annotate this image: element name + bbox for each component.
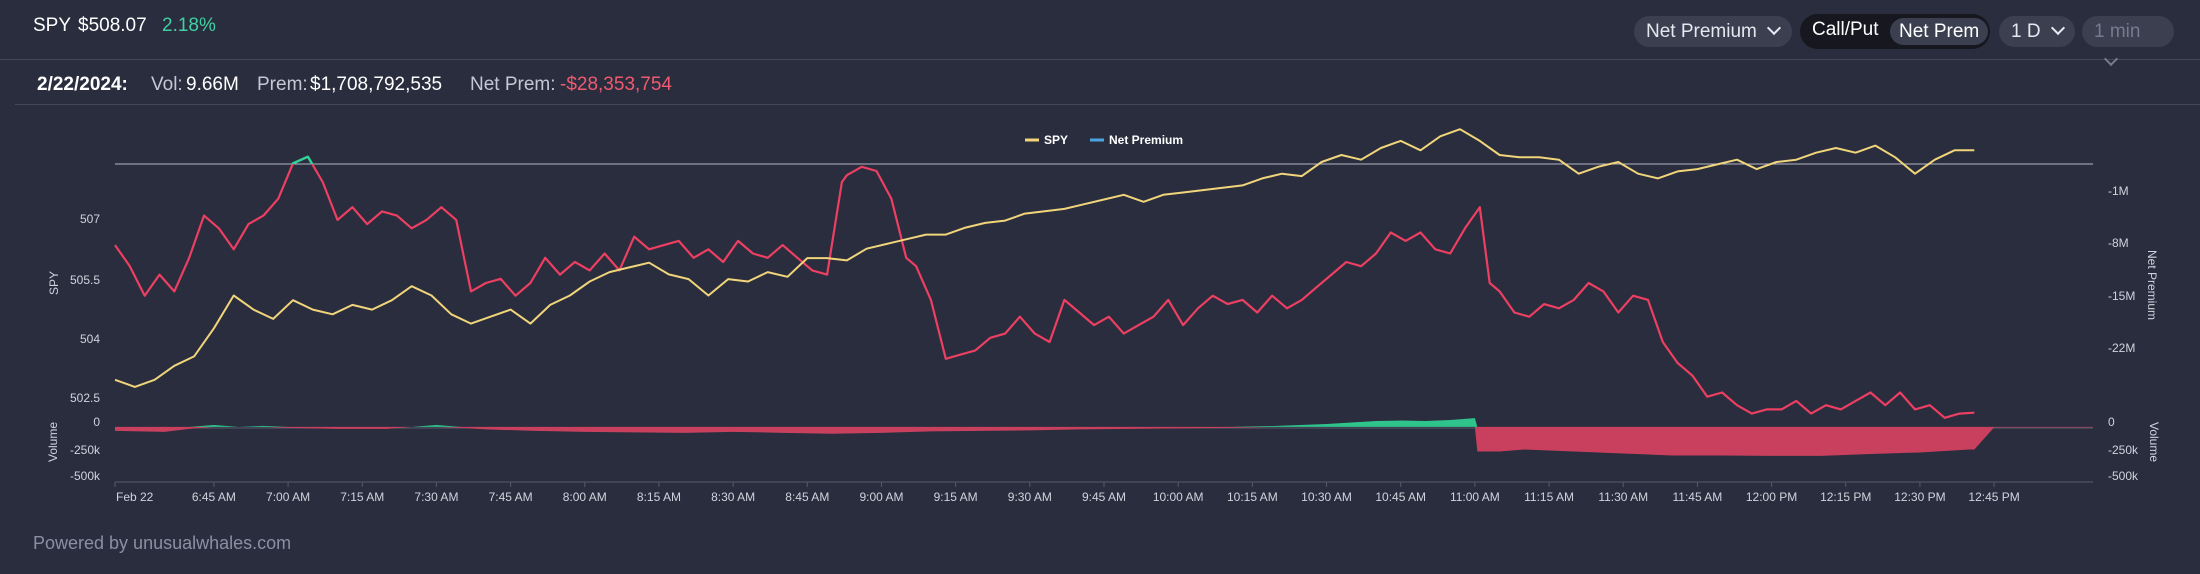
x-tick-label: 10:30 AM <box>1301 490 1352 504</box>
x-tick-label: 11:00 AM <box>1450 490 1500 504</box>
x-tick-label: 9:30 AM <box>1008 490 1052 504</box>
x-tick-label: 7:30 AM <box>414 490 458 504</box>
ticker-symbol: SPY <box>33 15 72 36</box>
x-tick-label: 10:00 AM <box>1153 490 1204 504</box>
volume-right-tick-label: -250k <box>2108 443 2139 457</box>
chart-lines <box>114 128 1975 419</box>
x-tick-label: Feb 22 <box>116 490 154 504</box>
ticker-price: $508.07 <box>78 15 147 36</box>
spy-axis-label: SPY <box>47 271 61 295</box>
net-premium-tick-label: -8M <box>2108 236 2129 250</box>
x-tick-label: 8:45 AM <box>785 490 829 504</box>
volume-label: Vol: <box>151 74 183 95</box>
chart-legend: SPY Net Premium <box>1025 133 1183 147</box>
net-premium-tick-label: -1M <box>2108 184 2129 198</box>
legend-label-1[interactable]: Net Premium <box>1109 133 1183 147</box>
net-premium-label: Net Prem: <box>470 74 556 95</box>
x-tick-label: 7:45 AM <box>489 490 533 504</box>
toggle-net-prem[interactable]: Net Prem <box>1890 18 1989 45</box>
premium-label: Prem: <box>257 74 308 95</box>
metric-select-label: Net Premium <box>1646 21 1757 42</box>
net-premium-tick-label: -22M <box>2108 341 2135 355</box>
x-tick-label: 12:15 PM <box>1820 490 1871 504</box>
volume-right-axis-label: Volume <box>2147 422 2161 462</box>
premium-value: $1,708,792,535 <box>310 74 443 95</box>
x-tick-label: 8:00 AM <box>563 490 607 504</box>
volume-positive-area <box>115 418 2093 427</box>
volume-right-tick-label: 0 <box>2108 415 2115 429</box>
legend-label-0[interactable]: SPY <box>1044 133 1068 147</box>
net-premium-tick-label: -15M <box>2108 289 2135 303</box>
volume-negative-area <box>115 426 2093 456</box>
spy-tick-label: 505.5 <box>70 273 100 287</box>
volume-area-layer <box>115 418 2093 456</box>
interval-select-label: 1 min <box>2094 21 2141 42</box>
spy-tick-label: 504 <box>80 332 100 346</box>
volume-left-tick-label: -500k <box>70 469 101 483</box>
x-tick-label: 7:15 AM <box>340 490 384 504</box>
summary-date: 2/22/2024: <box>37 74 128 95</box>
net-premium-line[interactable] <box>114 155 1975 419</box>
net-premium-axis-label: Net Premium <box>2145 250 2159 320</box>
x-tick-label: 10:45 AM <box>1375 490 1426 504</box>
x-tick-label: 8:30 AM <box>711 490 755 504</box>
x-tick-label: 8:15 AM <box>637 490 681 504</box>
x-tick-label: 6:45 AM <box>192 490 236 504</box>
x-tick-label: 9:00 AM <box>859 490 903 504</box>
volume-right-tick-label: -500k <box>2108 469 2139 483</box>
x-tick-label: 11:30 AM <box>1598 490 1648 504</box>
spy-tick-label: 502.5 <box>70 391 100 405</box>
x-tick-label: 7:00 AM <box>266 490 310 504</box>
x-tick-label: 9:45 AM <box>1082 490 1126 504</box>
view-toggle: Call/Put Net Prem <box>1800 14 1990 49</box>
chevron-down-icon <box>1766 20 1781 36</box>
x-tick-label: 11:45 AM <box>1672 490 1722 504</box>
volume-left-tick-label: -250k <box>70 443 101 457</box>
volume-left-tick-label: 0 <box>93 415 100 429</box>
ticker-change: 2.18% <box>162 15 216 36</box>
chevron-down-icon <box>2050 20 2065 36</box>
volume-value: 9.66M <box>186 74 239 95</box>
net-premium-value: -$28,353,754 <box>560 74 672 95</box>
spy-tick-label: 507 <box>80 212 100 226</box>
top-bar: SPY $508.07 2.18% Net Premium Call/Put N… <box>0 0 2200 67</box>
toggle-call-put[interactable]: Call/Put <box>1812 19 1879 40</box>
x-tick-label: 12:30 PM <box>1894 490 1945 504</box>
footer-credit: Powered by unusualwhales.com <box>33 533 292 553</box>
metric-select[interactable]: Net Premium <box>1634 16 1792 47</box>
x-tick-label: 9:15 AM <box>934 490 978 504</box>
spy-price-line[interactable] <box>114 128 1975 388</box>
range-select[interactable]: 1 D <box>1999 16 2075 47</box>
interval-select[interactable]: 1 min <box>2082 16 2174 67</box>
summary-bar: 2/22/2024: Vol: 9.66M Prem: $1,708,792,5… <box>15 60 2200 105</box>
x-tick-label: 12:00 PM <box>1746 490 1797 504</box>
volume-left-axis-label: Volume <box>46 422 60 462</box>
x-tick-label: 11:15 AM <box>1524 490 1574 504</box>
range-select-label: 1 D <box>2011 21 2041 42</box>
x-tick-label: 10:15 AM <box>1227 490 1278 504</box>
flow-chart[interactable]: SPY Net Premium 502.5 504 505.5 507 SPY -1M -8M… <box>0 120 2200 520</box>
x-tick-label: 12:45 PM <box>1968 490 2019 504</box>
